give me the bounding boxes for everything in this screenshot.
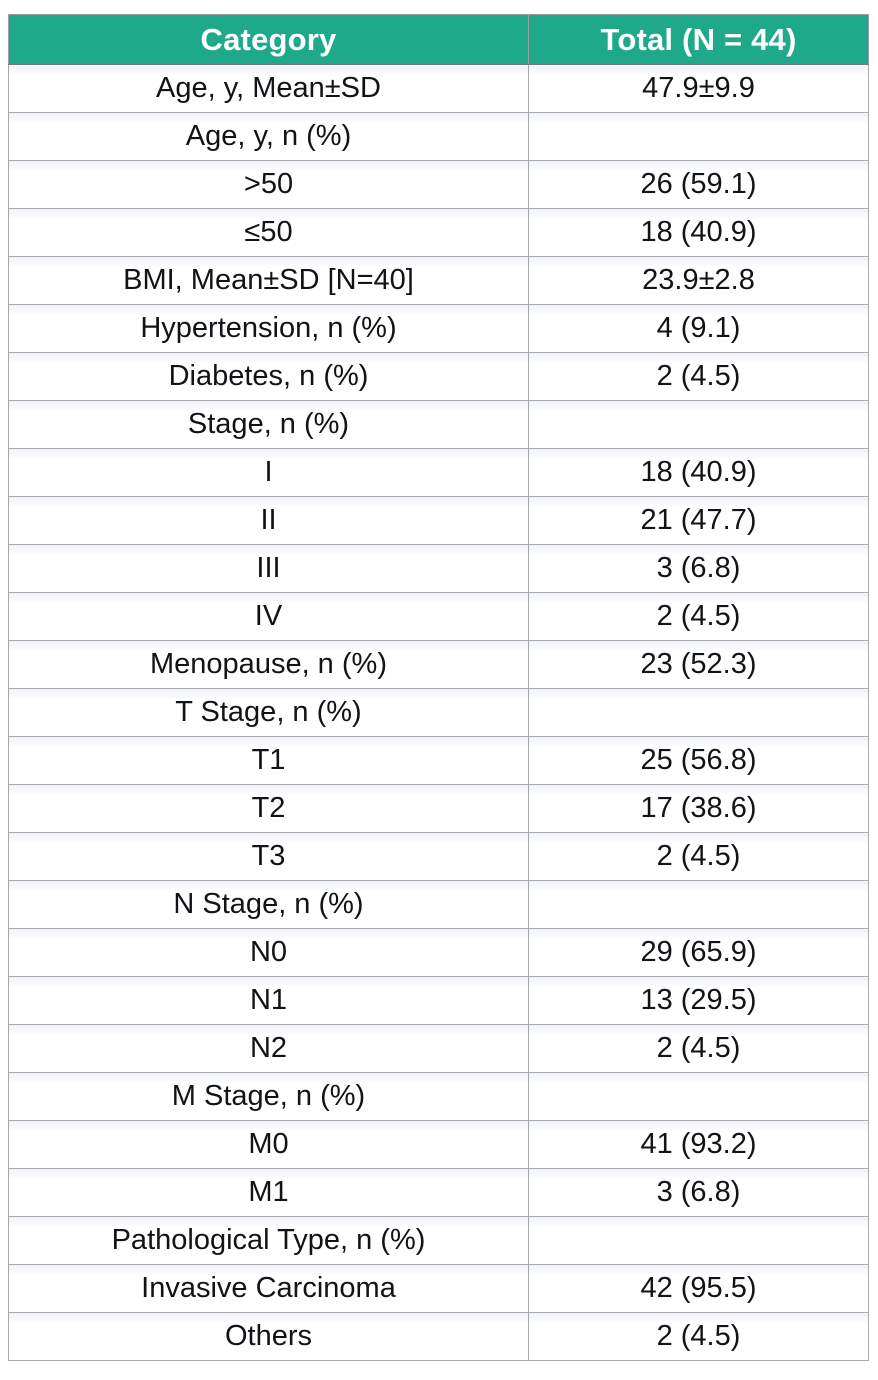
category-cell: Stage, n (%) (8, 400, 529, 449)
category-cell: Age, y, n (%) (8, 112, 529, 161)
table-row: I 18 (40.9) (8, 448, 869, 497)
header-cell-category: Category (8, 14, 529, 65)
category-cell: N0 (8, 928, 529, 977)
value-cell: 4 (9.1) (528, 304, 869, 353)
value-cell: 42 (95.5) (528, 1264, 869, 1313)
value-cell: 26 (59.1) (528, 160, 869, 209)
category-cell: Age, y, Mean±SD (8, 64, 529, 113)
category-cell: IV (8, 592, 529, 641)
table-row: Invasive Carcinoma 42 (95.5) (8, 1264, 869, 1313)
table-header: Category Total (N = 44) (8, 14, 869, 65)
table-row: Age, y, Mean±SD 47.9±9.9 (8, 64, 869, 113)
table-row: Stage, n (%) (8, 400, 869, 449)
table-row: T1 25 (56.8) (8, 736, 869, 785)
category-cell: Diabetes, n (%) (8, 352, 529, 401)
table-row: Others 2 (4.5) (8, 1312, 869, 1361)
patient-characteristics-table: Category Total (N = 44) Age, y, Mean±SD … (8, 14, 869, 1361)
category-cell: Pathological Type, n (%) (8, 1216, 529, 1265)
value-cell: 29 (65.9) (528, 928, 869, 977)
table-row: BMI, Mean±SD [N=40] 23.9±2.8 (8, 256, 869, 305)
table-row: M1 3 (6.8) (8, 1168, 869, 1217)
value-cell: 17 (38.6) (528, 784, 869, 833)
table-row: Hypertension, n (%) 4 (9.1) (8, 304, 869, 353)
category-cell: BMI, Mean±SD [N=40] (8, 256, 529, 305)
category-cell: Invasive Carcinoma (8, 1264, 529, 1313)
table-row: T3 2 (4.5) (8, 832, 869, 881)
category-cell: T2 (8, 784, 529, 833)
table-row: IV 2 (4.5) (8, 592, 869, 641)
category-cell: >50 (8, 160, 529, 209)
table-row: Pathological Type, n (%) (8, 1216, 869, 1265)
value-cell (528, 1216, 869, 1265)
table-row: III 3 (6.8) (8, 544, 869, 593)
value-cell: 41 (93.2) (528, 1120, 869, 1169)
value-cell: 47.9±9.9 (528, 64, 869, 113)
table-row: M0 41 (93.2) (8, 1120, 869, 1169)
table-row: T Stage, n (%) (8, 688, 869, 737)
value-cell: 2 (4.5) (528, 592, 869, 641)
category-cell: T3 (8, 832, 529, 881)
value-cell: 3 (6.8) (528, 1168, 869, 1217)
value-cell (528, 688, 869, 737)
category-cell: T Stage, n (%) (8, 688, 529, 737)
category-cell: Hypertension, n (%) (8, 304, 529, 353)
table-row: Age, y, n (%) (8, 112, 869, 161)
value-cell: 2 (4.5) (528, 832, 869, 881)
category-cell: Menopause, n (%) (8, 640, 529, 689)
category-cell: N2 (8, 1024, 529, 1073)
value-cell: 21 (47.7) (528, 496, 869, 545)
category-cell: N1 (8, 976, 529, 1025)
value-cell: 13 (29.5) (528, 976, 869, 1025)
value-cell: 25 (56.8) (528, 736, 869, 785)
value-cell: 18 (40.9) (528, 208, 869, 257)
category-cell: I (8, 448, 529, 497)
value-cell: 23 (52.3) (528, 640, 869, 689)
table-row: II 21 (47.7) (8, 496, 869, 545)
category-cell: Others (8, 1312, 529, 1361)
category-cell: M1 (8, 1168, 529, 1217)
table-row: N2 2 (4.5) (8, 1024, 869, 1073)
value-cell (528, 880, 869, 929)
value-cell: 2 (4.5) (528, 352, 869, 401)
value-cell: 2 (4.5) (528, 1312, 869, 1361)
category-cell: T1 (8, 736, 529, 785)
table-row: N Stage, n (%) (8, 880, 869, 929)
value-cell: 3 (6.8) (528, 544, 869, 593)
value-cell: 2 (4.5) (528, 1024, 869, 1073)
category-cell: M Stage, n (%) (8, 1072, 529, 1121)
table-row: N0 29 (65.9) (8, 928, 869, 977)
table-row: M Stage, n (%) (8, 1072, 869, 1121)
table-row: T2 17 (38.6) (8, 784, 869, 833)
header-cell-total: Total (N = 44) (528, 14, 869, 65)
value-cell: 18 (40.9) (528, 448, 869, 497)
value-cell (528, 112, 869, 161)
table-row: >50 26 (59.1) (8, 160, 869, 209)
value-cell (528, 400, 869, 449)
category-cell: III (8, 544, 529, 593)
table-body: Age, y, Mean±SD 47.9±9.9 Age, y, n (%) >… (8, 64, 869, 1361)
category-cell: N Stage, n (%) (8, 880, 529, 929)
table-row: ≤50 18 (40.9) (8, 208, 869, 257)
value-cell: 23.9±2.8 (528, 256, 869, 305)
value-cell (528, 1072, 869, 1121)
header-row: Category Total (N = 44) (8, 14, 869, 65)
category-cell: M0 (8, 1120, 529, 1169)
category-cell: II (8, 496, 529, 545)
table-row: N1 13 (29.5) (8, 976, 869, 1025)
table-row: Diabetes, n (%) 2 (4.5) (8, 352, 869, 401)
table-row: Menopause, n (%) 23 (52.3) (8, 640, 869, 689)
category-cell: ≤50 (8, 208, 529, 257)
